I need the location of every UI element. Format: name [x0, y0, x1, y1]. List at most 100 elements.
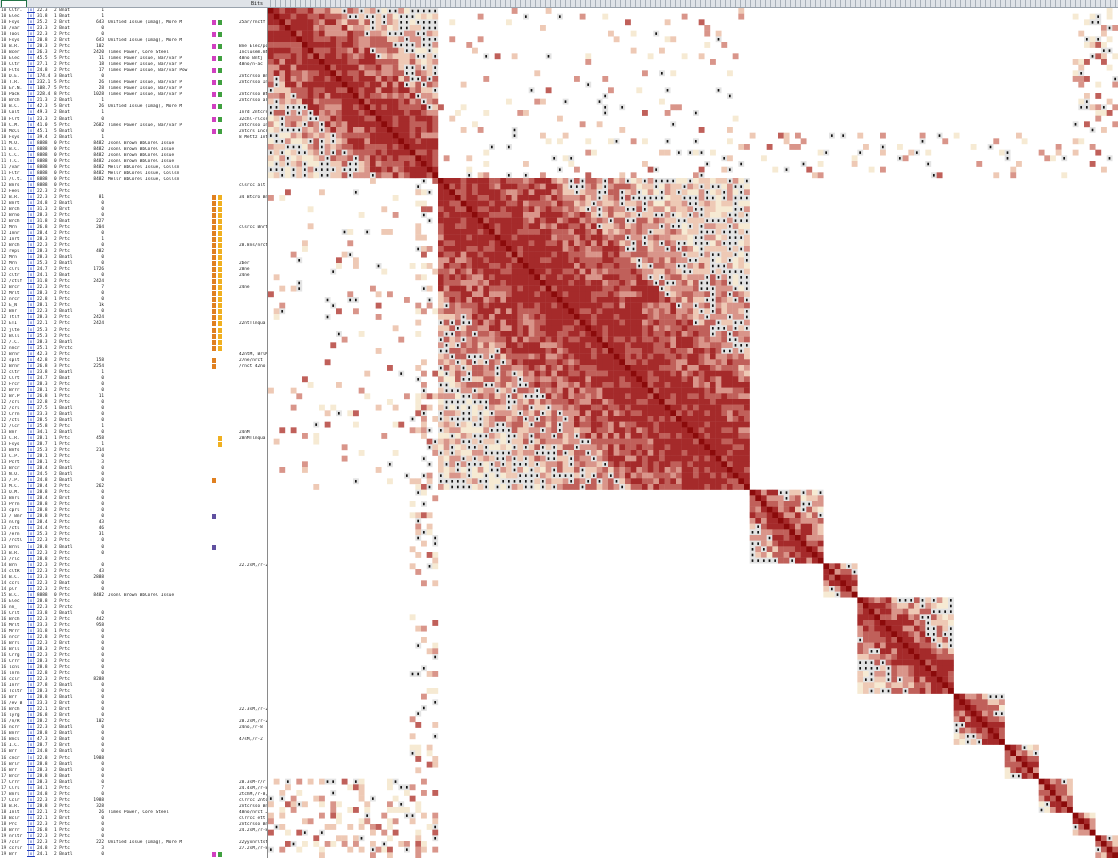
cell-link[interactable]: [x]	[27, 285, 35, 291]
table-row[interactable]: 10 Brch [x] 21.3 2 Bnatl 1 2ntcrsso alp	[0, 98, 267, 104]
table-row[interactable]: 11/var [x] 8888 0 Prtc 8482 Mellr BbCorel Iss…	[0, 165, 267, 171]
table-row[interactable]: 16 Crrr [x] 28.3 2 Prtc 0	[0, 659, 267, 665]
cell-link[interactable]: [x]	[27, 429, 35, 435]
cell-link[interactable]: [x]	[27, 56, 35, 62]
table-row[interactable]: 16 Brll [x] 28.3 2 Prtc 0	[0, 647, 267, 653]
cell-link[interactable]: [x]	[27, 387, 35, 393]
cell-link[interactable]: [x]	[27, 490, 35, 496]
table-row[interactable]: 17 Clrl [x] 34.1 2 Prtc 7 24.4sM,/r-8	[0, 785, 267, 792]
table-row[interactable]: 12 nncr [x] 25.1 2 Prctc	[0, 345, 267, 352]
table-row[interactable]: 18 Prc [x] 22.3 2 Prtc 0 2ntcrsso Bnt	[0, 822, 267, 828]
table-row[interactable]: 12 Clrt [x] 24.7 2 Bnat 0	[0, 375, 267, 382]
table-row[interactable]: 10 Cltr [x] 27.1 2 Prtc 18 Times Power Issue, …	[0, 62, 267, 68]
table-row[interactable]: 12/crl [x] 27.5 1 Bnatl 0	[0, 406, 267, 412]
cell-link[interactable]: [x]	[27, 791, 35, 797]
table-row[interactable]: 12 B.R. [x] 22.3 2 Prtc 81 34 Btcro Bnr	[0, 194, 267, 201]
table-row[interactable]: 18 Brrr [x] 26.8 1 Prtc 0 24.2sM,/r-8	[0, 827, 267, 834]
table-row[interactable]: 10 Cltr. [x] 22.3 2 Bnat 1	[0, 8, 267, 14]
table-row[interactable]: 10 Er.N. [x] 108.7 5 Prtc 28 Times Power Issue…	[0, 86, 267, 92]
cell-link[interactable]: [x]	[27, 231, 35, 237]
table-row[interactable]: 10 Flrt [x] 23.3 2 Bnatl 0 32chl-rlcss	[0, 116, 267, 123]
table-row[interactable]: 19/clr [x] 22.3 2 Prtc 222 Unified Issue (Ima…	[0, 839, 267, 846]
table-row[interactable]: 10 Tool [x] 22.3 2 Prtc 0	[0, 32, 267, 38]
cell-link[interactable]: [x]	[27, 616, 35, 622]
cell-link[interactable]: [x]	[27, 351, 35, 357]
cell-link[interactable]: [x]	[27, 677, 35, 683]
table-row[interactable]: 13/rlc [x] 28.8 2 Prtc	[0, 557, 267, 563]
table-row[interactable]: 13 cprl [x] 28.8 2 Prtc 0	[0, 508, 267, 514]
cell-link[interactable]: [x]	[27, 339, 35, 345]
cell-link[interactable]: [x]	[27, 466, 35, 472]
cell-link[interactable]: [x]	[27, 86, 35, 92]
cell-link[interactable]: [x]	[27, 544, 35, 550]
cell-link[interactable]: [x]	[27, 267, 35, 273]
table-row[interactable]: 14 B.C. [x] 23.3 2 Prtc 2888	[0, 574, 267, 581]
cell-link[interactable]: [x]	[27, 484, 35, 490]
table-row[interactable]: 16 lnrn [x] 22.8 2 Prtc 0	[0, 671, 267, 677]
table-row[interactable]: 15 B.C. [x] 8888 0 Prtc 8482 Jsonl Brown BbCor…	[0, 593, 267, 599]
table-row[interactable]: 12 Brch [x] 22.3 2 Prtc 0 28.8ns/nrct	[0, 243, 267, 249]
table-row[interactable]: 16 Tcltr [x] 28.3 2 Prtc 0	[0, 689, 267, 695]
table-row[interactable]: 12 Inrt [x] 28.3 2 Prtc 1	[0, 237, 267, 243]
cell-link[interactable]: [x]	[27, 701, 35, 707]
table-row[interactable]: 16 Bncl [x] 47.3 2 Bnat 0 47sM,/r-2	[0, 737, 267, 743]
table-row[interactable]: 18 B.R. [x] 28.8 2 Prtc 328 2ntcrsso Bnr	[0, 804, 267, 810]
cell-link[interactable]: [x]	[27, 725, 35, 731]
cell-link[interactable]: [x]	[27, 158, 35, 164]
cell-link[interactable]: [x]	[27, 261, 35, 267]
table-row[interactable]: 12 Innr [x] 28.4 2 Prtc 0	[0, 231, 267, 237]
cell-link[interactable]: [x]	[27, 496, 35, 502]
table-row[interactable]: 10 Fsys [x] 20.8 2 Brst 643 Unified Issue (Ima…	[0, 38, 267, 44]
cell-link[interactable]: [x]	[27, 237, 35, 243]
cell-link[interactable]: [x]	[27, 243, 35, 249]
cell-link[interactable]: [x]	[27, 303, 35, 309]
cell-link[interactable]: [x]	[27, 713, 35, 719]
cell-link[interactable]: [x]	[27, 297, 35, 303]
table-row[interactable]: 12 Crrn [x] 23.3 2 Bnatl 0	[0, 412, 267, 418]
cell-link[interactable]: [x]	[27, 122, 35, 128]
cell-link[interactable]: [x]	[27, 773, 35, 779]
table-row[interactable]: 12 Brno [x] 28.3 2 Prtc 0	[0, 212, 267, 219]
cell-link[interactable]: [x]	[27, 333, 35, 339]
table-row[interactable]: 12 splt [x] 42.8 2 Prtc 158 27ne/nrct	[0, 357, 267, 364]
cell-link[interactable]: [x]	[27, 399, 35, 405]
table-row[interactable]: 12 Blll [x] 25.3 2 Prtc	[0, 333, 267, 340]
table-row[interactable]: 13 O.M. [x] 28.8 2 Prtc 0	[0, 490, 267, 496]
table-row[interactable]: 12 Ttlf [x] 28.3 2 Prtc 2424	[0, 315, 267, 321]
table-row[interactable]: 13 Pcrt [x] 28.1 2 Prtc 3	[0, 460, 267, 466]
table-row[interactable]: 17 Crrr [x] 28.3 2 Bnatl 0 28.3sM-r/r	[0, 780, 267, 786]
table-row[interactable]: 12/lcr [x] 25.8 2 Prtc 1	[0, 424, 267, 430]
table-row[interactable]: 12/crl [x] 22.8 2 Prtc 0	[0, 399, 267, 406]
table-row[interactable]: 12 nrcr [x] 22.8 1 Prtc 0	[0, 297, 267, 303]
cell-link[interactable]: [x]	[27, 827, 35, 833]
cell-link[interactable]: [x]	[27, 140, 35, 146]
cell-link[interactable]: [x]	[27, 206, 35, 212]
table-row[interactable]: 19 ccrlr [x] 24.8 2 Prtc 3 27.2sM,/r-8	[0, 846, 267, 852]
table-row[interactable]: 16 cclr [x] 22.3 2 Prtc 8288	[0, 677, 267, 683]
cell-link[interactable]: [x]	[27, 182, 35, 188]
table-row[interactable]: 11 B.C. [x] 8888 0 Prtc 8482 Jsonl Brown BbCor…	[0, 147, 267, 153]
table-row[interactable]: 13 nlrg [x] 28.4 2 Prtc 43	[0, 520, 267, 526]
cell-link[interactable]: [x]	[27, 785, 35, 791]
cell-link[interactable]: [x]	[27, 749, 35, 755]
cell-link[interactable]: [x]	[27, 526, 35, 532]
cell-link[interactable]: [x]	[27, 381, 35, 387]
table-row[interactable]: 10 C.M. [x] 41.0 5 Prtc 2682 Times Power Issue…	[0, 122, 267, 129]
cell-link[interactable]: [x]	[27, 839, 35, 845]
cell-link[interactable]: [x]	[27, 574, 35, 580]
cell-link[interactable]: [x]	[27, 279, 35, 285]
cell-link[interactable]: [x]	[27, 218, 35, 224]
matrix-column-headers[interactable]	[270, 0, 1118, 7]
table-row[interactable]: 12 Brch [x] 31.3 2 Brst 0	[0, 206, 267, 213]
table-row[interactable]: 16/n/R [x] 28.2 2 Prtc 102 28.2sM,/r-2	[0, 719, 267, 725]
cell-link[interactable]: [x]	[27, 653, 35, 659]
table-row[interactable]: 16 nn_ [x] 22.3 2 Prctc	[0, 605, 267, 611]
cell-link[interactable]: [x]	[27, 797, 35, 803]
table-row[interactable]: 19 nrltr [x] 22.3 2 Prtc 0	[0, 834, 267, 840]
cell-link[interactable]: [x]	[27, 369, 35, 375]
table-row[interactable]: 12 cltr [x] 24.1 2 Bnat 0 24ne	[0, 273, 267, 279]
cell-link[interactable]: [x]	[27, 448, 35, 454]
cell-link[interactable]: [x]	[27, 375, 35, 381]
cell-link[interactable]: [x]	[27, 851, 35, 857]
table-row[interactable]: 14 cltR [x] 22.3 2 Prtc 43	[0, 569, 267, 575]
